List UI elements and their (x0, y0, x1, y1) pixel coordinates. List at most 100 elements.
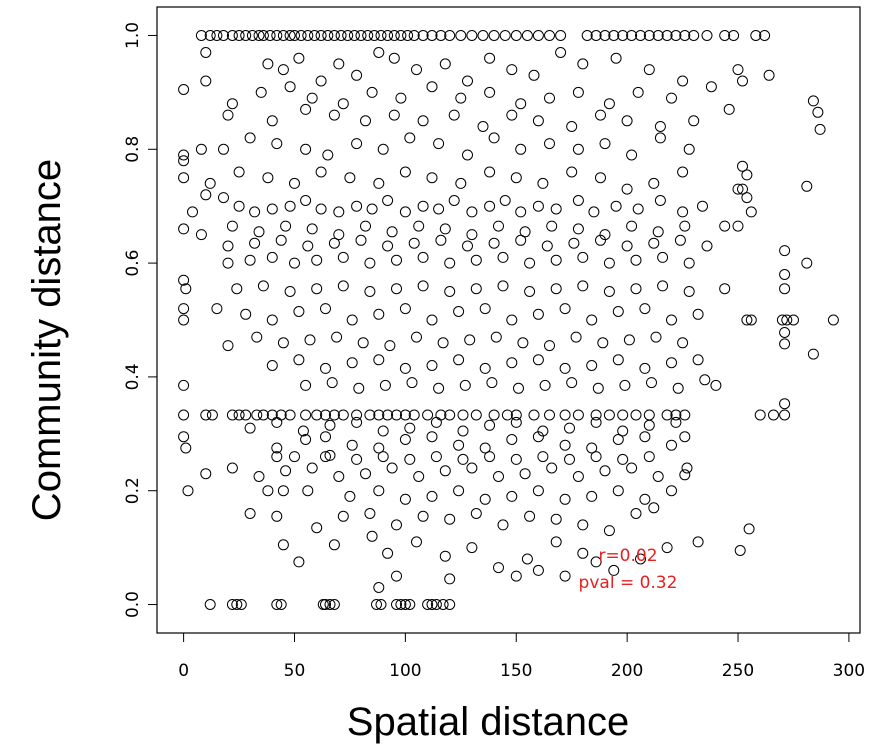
data-point (652, 471, 664, 482)
data-point (328, 539, 340, 551)
data-point (455, 177, 467, 189)
x-tick-label: 300 (833, 661, 865, 681)
data-point (603, 257, 615, 269)
data-point (222, 257, 234, 269)
data-point (388, 30, 400, 41)
data-point (439, 223, 451, 235)
data-point (382, 195, 394, 206)
data-point (180, 442, 192, 454)
data-point (411, 536, 422, 548)
data-point (639, 493, 651, 505)
data-point (253, 30, 265, 41)
data-point (801, 257, 813, 269)
data-point (388, 52, 400, 64)
data-point (619, 379, 631, 391)
data-point (801, 180, 813, 192)
data-point (519, 468, 531, 480)
data-point (351, 138, 363, 150)
data-point (200, 47, 212, 58)
data-point (732, 64, 744, 76)
data-point (324, 599, 336, 610)
data-point (178, 84, 190, 95)
data-point (326, 377, 338, 389)
data-point (235, 599, 247, 610)
data-point (827, 314, 839, 326)
data-point (402, 30, 414, 41)
data-point (353, 382, 365, 394)
data-point (577, 280, 589, 292)
data-point (437, 337, 449, 349)
data-point (384, 340, 396, 352)
data-point (479, 442, 491, 454)
data-point (226, 409, 238, 421)
data-point (284, 409, 296, 421)
data-point (399, 434, 411, 445)
data-point (728, 30, 740, 41)
data-point (306, 462, 318, 474)
data-point (399, 409, 411, 421)
data-point (437, 599, 449, 610)
data-point (510, 30, 522, 41)
data-point (453, 485, 465, 497)
data-point (484, 52, 496, 64)
data-point (315, 203, 327, 215)
data-point (404, 132, 416, 144)
x-tick-label: 200 (611, 661, 643, 681)
data-point (779, 269, 791, 280)
data-point (499, 195, 511, 206)
data-point (677, 166, 689, 178)
data-point (377, 451, 389, 463)
data-point (484, 200, 496, 212)
data-point (484, 86, 496, 98)
data-point (679, 220, 691, 232)
data-point (337, 280, 349, 292)
data-point (643, 64, 655, 76)
data-point (382, 409, 394, 421)
data-point (346, 439, 358, 451)
data-point (743, 523, 755, 535)
data-point (302, 30, 314, 41)
data-point (404, 599, 416, 610)
data-point (532, 115, 544, 127)
data-point (226, 30, 238, 41)
data-point (388, 109, 400, 121)
data-point (399, 206, 411, 218)
data-point (204, 177, 216, 189)
data-point (719, 220, 731, 232)
data-point (466, 542, 478, 554)
data-point (550, 254, 562, 266)
data-point (444, 409, 456, 421)
data-point (643, 451, 655, 463)
data-point (300, 379, 312, 391)
data-point (271, 138, 283, 150)
data-point (550, 513, 562, 525)
data-point (595, 234, 606, 246)
data-point (266, 251, 278, 263)
data-point (417, 280, 429, 292)
data-point (732, 220, 744, 232)
data-point (362, 30, 374, 41)
y-tick-label: 0.2 (123, 477, 143, 504)
data-point (595, 172, 606, 184)
data-point (320, 431, 331, 443)
data-point (300, 434, 312, 445)
data-point (566, 121, 578, 132)
y-tick-label: 0.0 (123, 591, 143, 618)
data-point (590, 451, 602, 463)
data-point (666, 485, 677, 497)
data-point (626, 220, 638, 232)
data-point (271, 451, 283, 463)
data-point (670, 409, 682, 421)
data-point (479, 362, 491, 374)
data-point (462, 240, 473, 252)
data-point (506, 434, 518, 445)
data-point (779, 338, 791, 350)
data-point (572, 223, 584, 235)
data-point (289, 257, 300, 269)
data-point (320, 599, 331, 610)
data-point (306, 92, 318, 104)
data-point (524, 286, 536, 297)
data-point (621, 240, 633, 252)
data-point (211, 30, 223, 41)
data-point (597, 337, 609, 349)
